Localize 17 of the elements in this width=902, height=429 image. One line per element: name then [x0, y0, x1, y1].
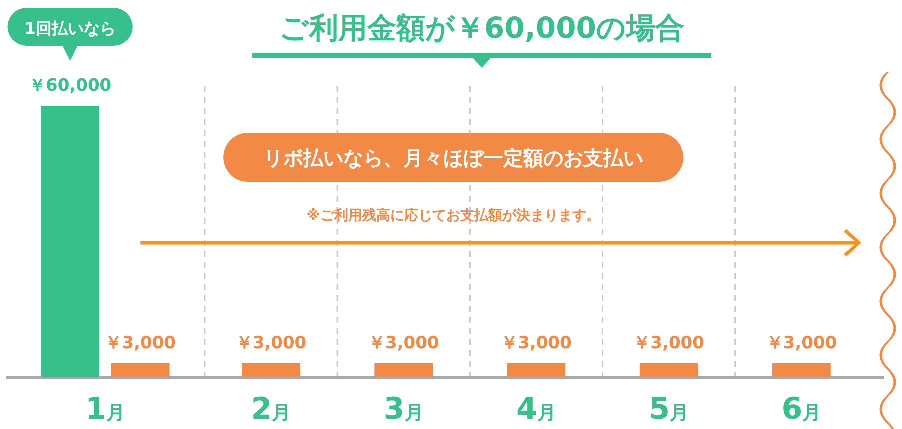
data-label: ￥3,000	[105, 333, 176, 354]
x-tick-label: 3月	[384, 392, 424, 427]
data-label: ￥3,000	[236, 333, 307, 354]
data-label: ￥3,000	[368, 333, 440, 354]
x-tick-label: 2月	[251, 392, 292, 427]
x-tick-label: 5月	[649, 392, 690, 427]
data-label: ￥3,000	[634, 333, 705, 354]
chart-title: ご利用金額が￥60,000の場合	[280, 11, 684, 45]
data-label: ￥3,000	[766, 333, 838, 354]
annotation: ※ご利用残高に応じてお支払額が決まります。	[306, 207, 600, 224]
x-tick-label: 1月	[86, 392, 126, 427]
data-label: ￥3,000	[501, 333, 572, 354]
x-tick-label: 6月	[782, 392, 822, 427]
text: リボ払いなら、月々ほぼ一定額のお支払い	[264, 146, 644, 170]
x-tick-label: 4月	[516, 392, 556, 427]
data-label: ￥60,000	[29, 76, 112, 96]
text: 1回払いなら	[24, 19, 116, 38]
